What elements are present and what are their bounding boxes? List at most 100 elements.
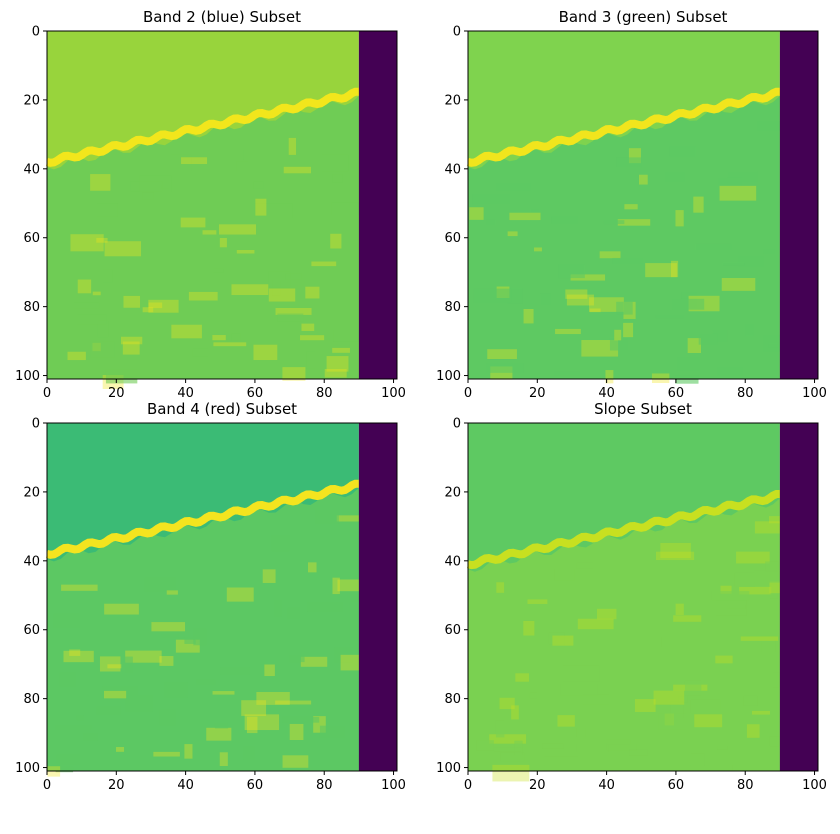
terrain-patch bbox=[534, 247, 542, 252]
axes-frame bbox=[467, 422, 819, 772]
y-tick-label: 40 bbox=[23, 554, 40, 569]
terrain-patch bbox=[214, 722, 229, 729]
terrain-patch bbox=[161, 633, 179, 638]
terrain-patch bbox=[125, 695, 153, 712]
terrain-patch bbox=[638, 174, 648, 185]
terrain-patch bbox=[184, 636, 196, 644]
terrain-patch bbox=[219, 752, 228, 767]
terrain-patch bbox=[629, 749, 648, 756]
terrain-patch bbox=[740, 636, 779, 641]
terrain-patch bbox=[715, 655, 733, 664]
terrain-patch bbox=[529, 692, 538, 699]
terrain-patch bbox=[660, 542, 691, 559]
terrain-patch bbox=[170, 154, 192, 171]
y-tick-label: 0 bbox=[32, 25, 40, 40]
terrain-patch bbox=[548, 632, 565, 645]
terrain-patch bbox=[231, 333, 241, 341]
terrain-patch bbox=[737, 255, 764, 268]
y-tick-label: 60 bbox=[444, 231, 461, 246]
x-tick-label: 20 bbox=[529, 778, 546, 793]
x-tick-label: 100 bbox=[381, 778, 406, 793]
terrain-patch bbox=[768, 516, 780, 524]
terrain-patch bbox=[557, 715, 575, 727]
terrain-patch bbox=[768, 343, 778, 348]
terrain-patch bbox=[166, 590, 178, 595]
terrain-patch bbox=[651, 373, 670, 384]
terrain-patch bbox=[77, 279, 92, 294]
x-tick-label: 60 bbox=[247, 386, 264, 401]
terrain-patch bbox=[77, 314, 107, 325]
terrain-patch bbox=[212, 335, 226, 341]
terrain-patch bbox=[540, 293, 551, 306]
terrain-patch bbox=[581, 340, 619, 357]
x-tick-label: 80 bbox=[737, 778, 754, 793]
terrain-patch bbox=[623, 322, 634, 338]
terrain-patch bbox=[624, 204, 638, 210]
terrain-patch bbox=[616, 301, 633, 315]
terrain-patch bbox=[653, 690, 685, 705]
x-tick-label: 80 bbox=[316, 778, 333, 793]
terrain-patch bbox=[332, 174, 343, 183]
terrain-patch bbox=[253, 181, 264, 189]
nodata-strip bbox=[779, 31, 818, 379]
terrain-patch bbox=[202, 230, 217, 235]
terrain-patch bbox=[236, 161, 248, 172]
terrain-patch bbox=[473, 288, 512, 303]
terrain-patch bbox=[493, 747, 522, 752]
terrain-patch bbox=[658, 713, 687, 730]
terrain-patch bbox=[53, 613, 80, 629]
terrain-patch bbox=[614, 329, 622, 341]
terrain-patch bbox=[289, 723, 304, 741]
x-tick-label: 100 bbox=[802, 778, 827, 793]
axes-frame bbox=[46, 30, 398, 380]
terrain-patch bbox=[693, 196, 704, 213]
x-tick-label: 20 bbox=[108, 778, 125, 793]
terrain-patch bbox=[603, 220, 625, 225]
terrain-patch bbox=[671, 260, 679, 278]
terrain-patch bbox=[331, 202, 359, 216]
terrain-patch bbox=[120, 336, 143, 345]
terrain-patch bbox=[277, 313, 304, 322]
terrain-patch bbox=[255, 198, 267, 216]
terrain-patch bbox=[253, 230, 261, 239]
nodata-strip bbox=[779, 423, 818, 771]
terrain-patch bbox=[184, 744, 193, 759]
terrain-patch bbox=[743, 695, 758, 706]
terrain-patch bbox=[300, 335, 325, 341]
terrain-patch bbox=[661, 636, 693, 648]
terrain-patch bbox=[90, 341, 115, 358]
terrain-patch bbox=[577, 618, 614, 630]
terrain-patch bbox=[487, 349, 517, 360]
terrain-patch bbox=[717, 745, 728, 750]
terrain-patch bbox=[268, 288, 296, 302]
terrain-patch bbox=[246, 716, 258, 734]
y-tick-label: 80 bbox=[23, 300, 40, 315]
terrain-patch bbox=[104, 603, 139, 615]
terrain-patch bbox=[769, 736, 780, 747]
terrain-patch bbox=[272, 280, 281, 296]
terrain-patch bbox=[544, 756, 579, 766]
terrain-patch bbox=[726, 604, 746, 609]
terrain-patch bbox=[61, 584, 98, 591]
terrain-patch bbox=[54, 725, 92, 730]
terrain-patch bbox=[107, 664, 122, 669]
terrain-patch bbox=[606, 743, 637, 751]
terrain-patch bbox=[96, 237, 108, 243]
terrain-patch bbox=[178, 637, 187, 650]
y-tick-label: 80 bbox=[444, 300, 461, 315]
y-tick-label: 60 bbox=[23, 231, 40, 246]
terrain-patch bbox=[142, 307, 154, 313]
nodata-strip bbox=[358, 423, 397, 771]
terrain-patch bbox=[678, 696, 688, 703]
terrain-patch bbox=[171, 324, 202, 339]
terrain-patch bbox=[745, 323, 754, 336]
terrain-patch bbox=[721, 278, 756, 291]
terrain-patch bbox=[351, 594, 359, 602]
terrain-patch bbox=[220, 667, 250, 675]
x-tick-label: 40 bbox=[598, 386, 615, 401]
terrain-patch bbox=[523, 620, 535, 636]
terrain-patch bbox=[333, 330, 359, 342]
terrain-patch bbox=[746, 724, 760, 738]
